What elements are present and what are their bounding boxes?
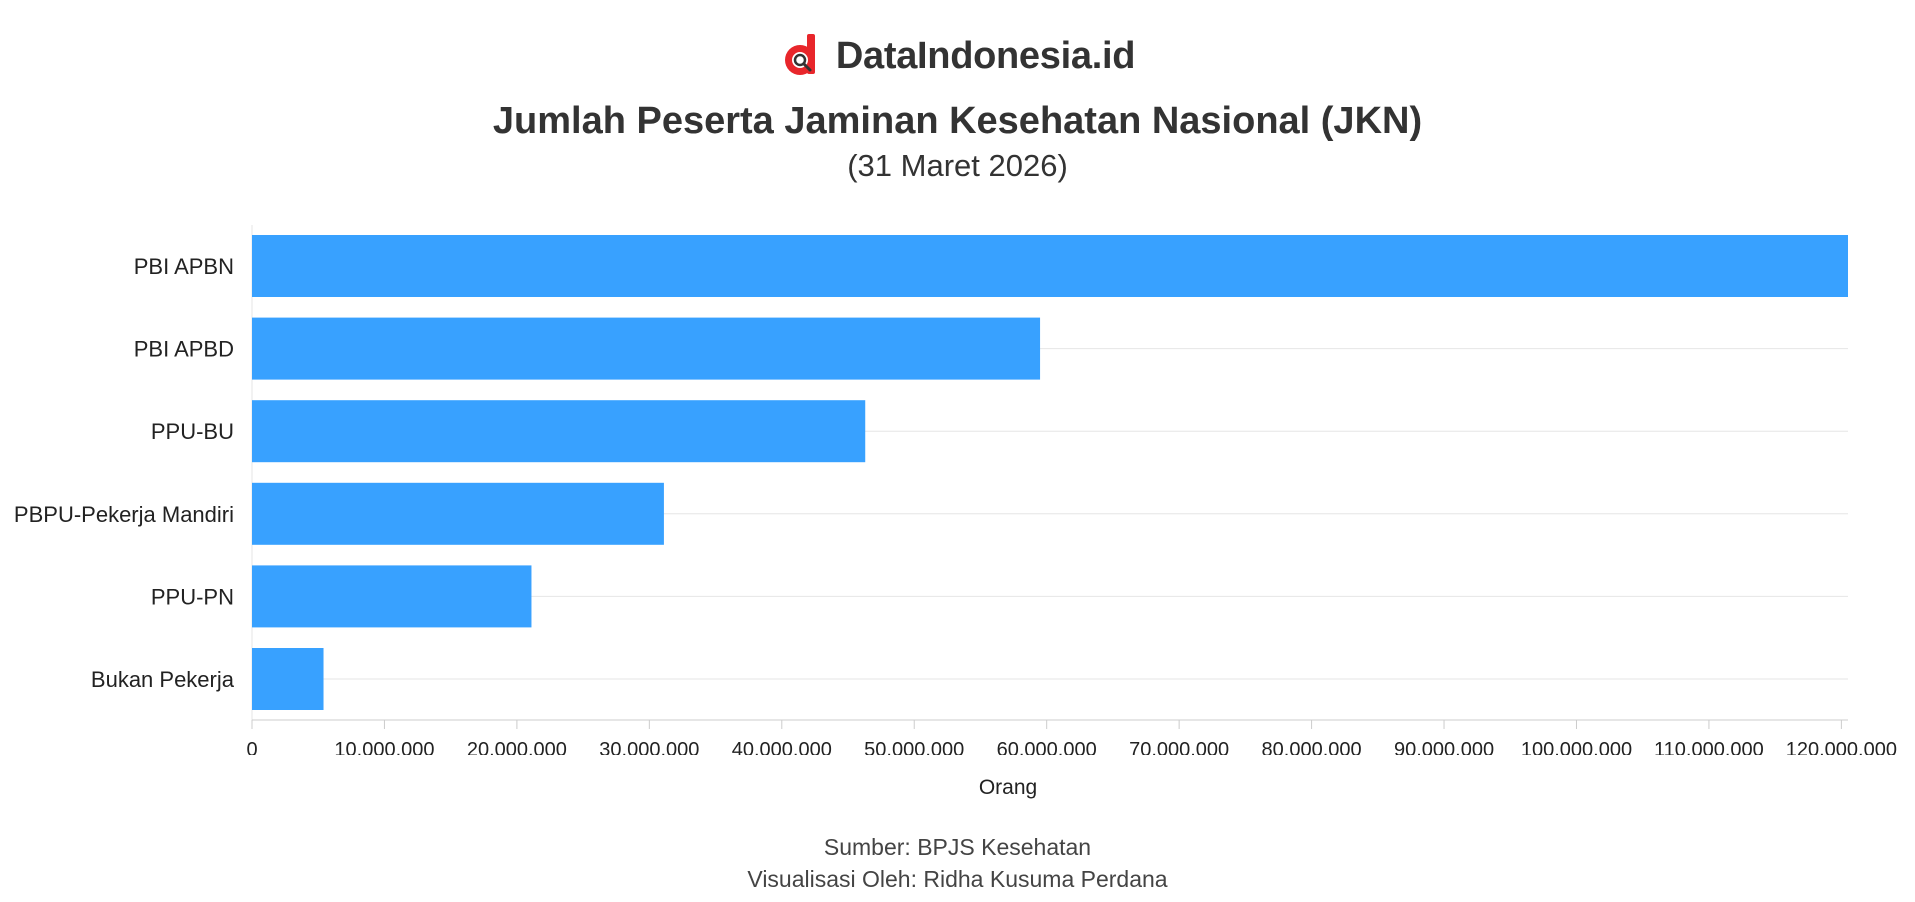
bar: [252, 648, 324, 710]
y-tick-label: PPU-PN: [151, 584, 234, 609]
bar: [252, 317, 1041, 380]
x-tick-label: 50.000.000: [864, 739, 964, 755]
bar: [252, 565, 532, 628]
bar: [252, 400, 866, 463]
brand-name: DataIndonesia.id: [835, 34, 1136, 77]
x-tick-label: 120.000.000: [1786, 739, 1897, 755]
brand-header: DataIndonesia.id: [0, 28, 1915, 84]
y-tick-label: PBPU-Pekerja Mandiri: [14, 502, 234, 527]
x-tick-label: 110.000.000: [1654, 739, 1764, 755]
x-tick-label: 90.000.000: [1394, 739, 1494, 755]
bar-chart: PBI APBN PBI APBD PPU-BU PBPU-Pekerja Mandi…: [14, 225, 1897, 755]
source-note: Sumber: BPJS Kesehatan: [823, 834, 1092, 860]
x-tick-label: 60.000.000: [997, 739, 1097, 755]
y-tick-label: PBI APBD: [134, 337, 234, 362]
x-tick-label: 20.000.000: [467, 739, 567, 755]
chart-subtitle: (31 Maret 2026): [847, 148, 1068, 183]
chart-title: Jumlah Peserta Jaminan Kesehatan Nasiona…: [492, 100, 1423, 142]
bar: [252, 235, 1848, 297]
x-tick-label: 10.000.000: [334, 739, 434, 755]
x-tick-label: 0: [246, 739, 257, 755]
x-tick-label: 30.000.000: [599, 739, 699, 755]
y-tick-label: Bukan Pekerja: [91, 667, 235, 692]
y-tick-label: PPU-BU: [151, 419, 234, 444]
x-tick-label: 100.000.000: [1521, 739, 1632, 755]
dataindonesia-logo-icon: [784, 34, 815, 75]
credit-note: Visualisasi Oleh: Ridha Kusuma Perdana: [747, 866, 1168, 892]
x-tick-label: 40.000.000: [732, 739, 832, 755]
x-tick-label: 80.000.000: [1262, 739, 1362, 755]
y-tick-label: PBI APBN: [134, 254, 234, 279]
bar: [252, 482, 664, 545]
x-tick-label: 70.000.000: [1129, 739, 1229, 755]
x-axis-label: Orang: [978, 776, 1038, 799]
